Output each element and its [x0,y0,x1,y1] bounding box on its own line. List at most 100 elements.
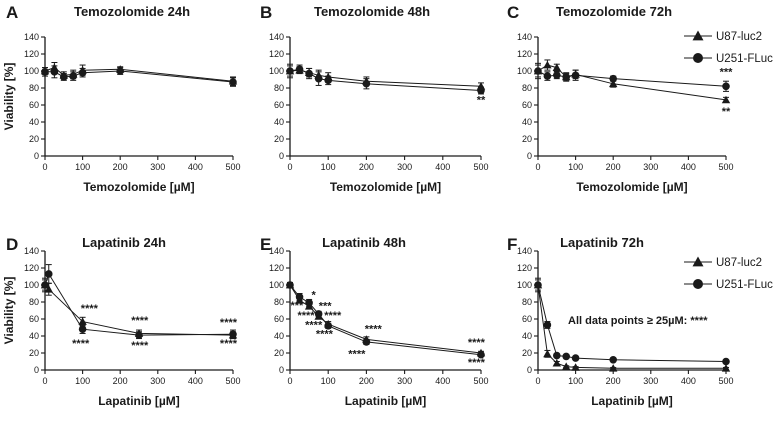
x-tick-label: 200 [113,376,128,386]
panel-title: Lapatinib 72h [560,235,644,250]
y-tick-label: 120 [269,263,284,273]
data-point-circle [314,310,323,318]
legend: U87-luc2 U251-FLuc [684,30,773,65]
legend-label: U251-FLuc [716,53,773,65]
data-point-triangle [571,363,580,371]
data-point-circle [571,354,580,362]
panel-c: C Temozolomide 72h 0 20 40 60 80 100 120 140 0 100 2… [507,3,734,194]
y-tick-label: 0 [527,365,532,375]
data-point-triangle [721,95,731,104]
x-tick-label: 200 [113,162,128,172]
y-tick-label: 120 [24,49,39,59]
legend: U87-luc2 U251-FLuc [684,256,773,291]
data-point-circle [362,338,371,346]
x-tick-label: 100 [321,162,336,172]
data-point-triangle [543,60,552,69]
y-tick-label: 100 [517,66,532,76]
x-tick-label: 400 [681,162,696,172]
data-point-circle [305,69,313,78]
x-tick-label: 300 [643,162,658,172]
data-point-circle [609,356,617,364]
x-tick-label: 100 [321,376,336,386]
data-point-circle [543,321,552,329]
data-point-circle [477,350,485,359]
panel-label: F [507,235,517,254]
y-tick-label: 60 [522,100,532,110]
x-tick-label: 300 [643,376,658,386]
data-point-circle [609,74,617,83]
data-point-circle [477,86,485,95]
y-tick-label: 60 [29,314,39,324]
x-tick-label: 500 [718,376,733,386]
significance-marker: **** [81,303,99,315]
panel-title: Temozolomide 72h [556,4,672,19]
data-point-circle [324,76,333,85]
y-tick-label: 100 [269,66,284,76]
significance-marker: **** [220,317,238,329]
data-point-triangle [78,317,87,325]
legend-label: U251-FLuc [716,279,773,291]
data-point-circle [286,281,294,289]
y-tick-label: 0 [527,151,532,161]
x-tick-label: 200 [606,376,621,386]
y-axis-label: Viability [%] [2,277,16,345]
data-point-circle [41,281,49,289]
significance-marker: **** [131,340,149,352]
y-tick-label: 20 [522,348,532,358]
series-u251-fluc [286,63,485,95]
data-point-circle [116,67,124,75]
y-tick-label: 140 [517,32,532,42]
panel-title: Temozolomide 48h [314,4,430,19]
y-tick-label: 100 [269,280,284,290]
data-point-circle [362,79,371,88]
x-tick-label: 300 [397,162,412,172]
data-point-circle [60,73,68,81]
y-tick-label: 60 [29,100,39,110]
data-point-circle [135,331,143,339]
significance-marker: ** [477,94,486,106]
x-tick-label: 100 [568,162,583,172]
data-point-circle [534,281,542,289]
significance-marker: ** [722,106,731,118]
significance-marker: *** [290,300,304,312]
data-point-triangle [609,79,618,88]
x-tick-label: 400 [681,376,696,386]
x-tick-label: 400 [188,162,203,172]
panel-label: E [260,235,271,254]
data-point-circle [562,352,570,361]
data-point-circle [229,330,237,339]
data-point-circle [534,67,542,75]
y-tick-label: 0 [34,365,39,375]
significance-marker: **** [324,310,342,322]
data-point-circle [41,68,49,76]
series-u251-fluc [286,281,485,359]
x-axis-label: Temozolomide [µM] [83,180,194,194]
y-tick-label: 40 [274,331,284,341]
panel-title: Lapatinib 24h [82,235,166,250]
y-tick-label: 100 [24,280,39,290]
panel-label: D [6,235,18,254]
data-point-circle [314,74,323,83]
x-tick-label: 200 [606,162,621,172]
legend-triangle-icon [692,30,704,41]
panel-b: B Temozolomide 48h 0 20 40 60 80 100 120 140 0 100 2… [260,3,489,194]
y-tick-label: 40 [29,117,39,127]
x-tick-label: 300 [150,376,165,386]
x-tick-label: 0 [287,376,292,386]
x-tick-label: 0 [287,162,292,172]
data-point-circle [553,351,561,360]
y-tick-label: 140 [24,32,39,42]
significance-marker: *** [319,301,333,313]
panel-label: B [260,3,272,22]
y-tick-label: 0 [34,151,39,161]
data-point-circle [562,73,570,81]
y-tick-label: 40 [522,331,532,341]
data-point-circle [722,357,730,366]
y-tick-label: 20 [522,134,532,144]
x-axis-label: Lapatinib [µM] [98,394,180,408]
data-point-triangle [721,364,731,372]
y-tick-label: 20 [29,348,39,358]
data-point-triangle [562,362,571,370]
y-tick-label: 120 [269,49,284,59]
